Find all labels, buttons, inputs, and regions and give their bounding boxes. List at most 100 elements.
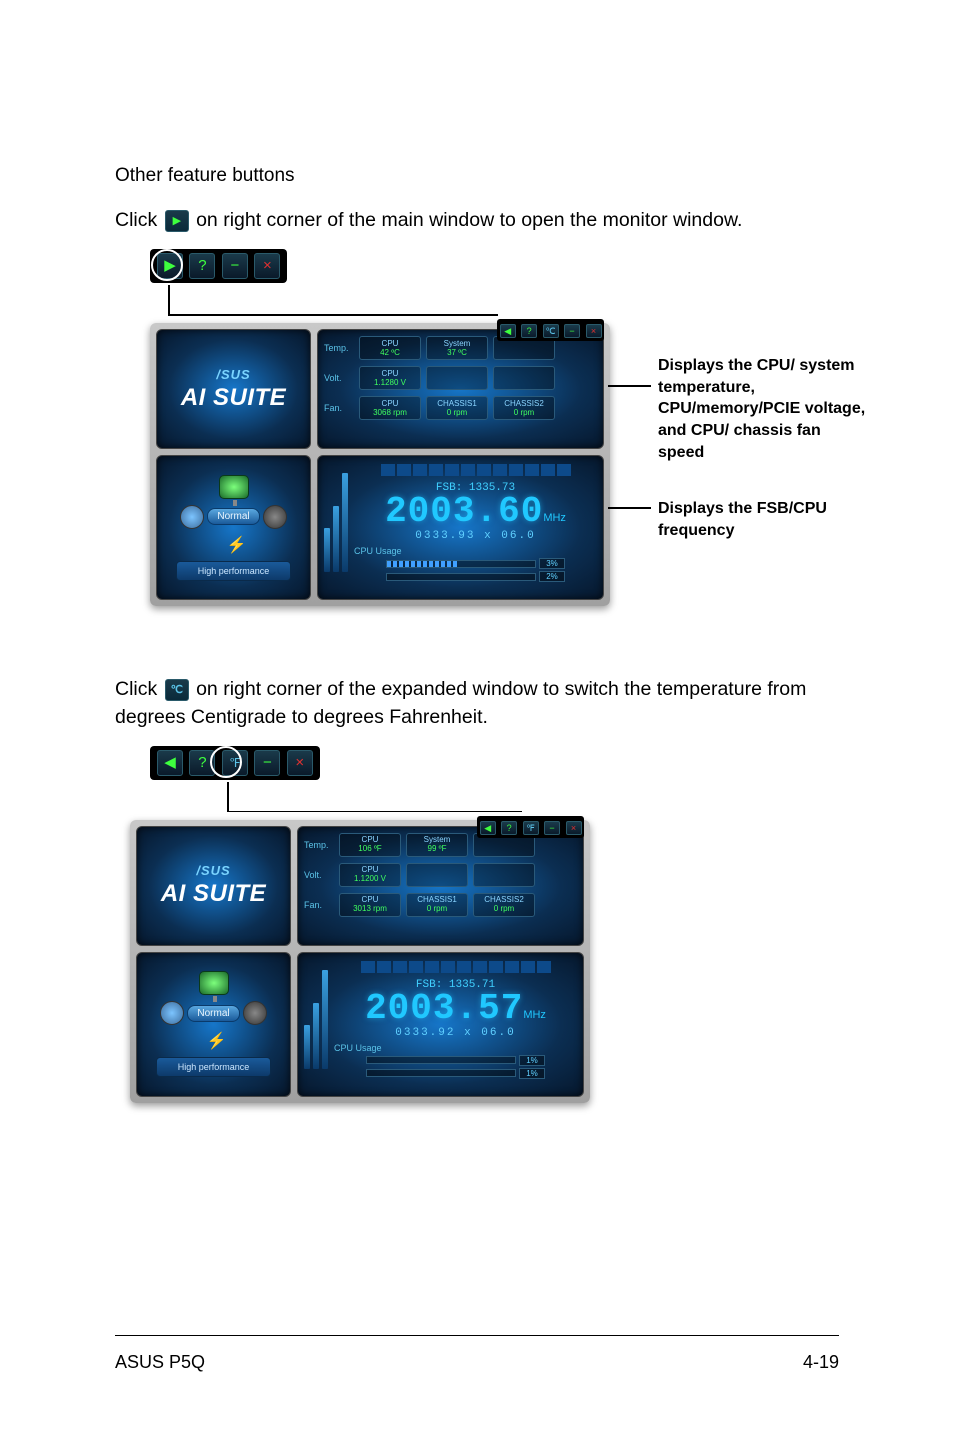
monitor-icon-f <box>199 971 229 995</box>
minimize-button[interactable]: − <box>564 324 580 338</box>
ai-suite-widget-f: ◀ ? ℉ − × /SUS AI SUITE <box>130 820 590 1103</box>
callout-line-2 <box>608 507 651 509</box>
widget-titlebar-f: ◀ ? ℉ − × <box>477 816 584 838</box>
frequency-unit: MHz <box>543 512 566 524</box>
cpu-volt-box: CPU1.1280 V <box>359 366 421 390</box>
mode-next-button[interactable] <box>263 505 287 529</box>
help-button[interactable]: ? <box>521 324 537 338</box>
collapse-button[interactable]: ◀ <box>500 324 516 338</box>
tick-indicators <box>381 464 571 476</box>
chassis2-fan-title: CHASSIS2 <box>494 399 554 408</box>
titlebar-close-button[interactable]: × <box>254 253 280 279</box>
sys-temp-value: 37 ºC <box>427 348 487 358</box>
mode-label: Normal <box>207 508 259 525</box>
cpu-usage-bar-1-f <box>366 1056 516 1064</box>
fan-row-label-f: Fan. <box>304 900 334 910</box>
titlebar2-unit-button[interactable]: ℉ <box>222 750 248 776</box>
brand-text: /SUS <box>216 367 250 382</box>
connector-line-1b <box>168 314 498 316</box>
multiplier-line-f: 0333.92 x 06.0 <box>395 1027 515 1039</box>
section-heading: Other feature buttons <box>115 165 839 187</box>
titlebar-minimize-button[interactable]: − <box>222 253 248 279</box>
cpu-usage-label: CPU Usage <box>354 546 402 556</box>
freq-bars-icon-f <box>304 959 328 1069</box>
cpu-temp-value: 42 ºC <box>360 348 420 358</box>
sensor-panel-f: Temp. CPU106 ºF System99 ºF Volt. CPU1.1… <box>297 826 584 946</box>
cpu-temp-title: CPU <box>360 339 420 348</box>
titlebar2-close-button[interactable]: × <box>287 750 313 776</box>
logo-panel-f: /SUS AI SUITE <box>136 826 291 946</box>
performance-mode-button-f[interactable]: High performance <box>156 1057 271 1077</box>
chassis2-fan-box-f: CHASSIS20 rpm <box>473 893 535 917</box>
bolt-icon: ⚡ <box>227 535 241 555</box>
sys-temp-title: System <box>427 339 487 348</box>
cpu-temp-value-f: 106 ºF <box>340 844 400 854</box>
cpu-fan-title-f: CPU <box>340 895 400 904</box>
unit-toggle-button-f[interactable]: ℉ <box>523 821 539 835</box>
chassis1-fan-value-f: 0 rpm <box>407 904 467 914</box>
empty-volt-box2 <box>493 366 555 390</box>
freq-bars-icon <box>324 462 348 572</box>
chassis1-fan-title: CHASSIS1 <box>427 399 487 408</box>
empty-volt-box <box>426 366 488 390</box>
performance-mode-button[interactable]: High performance <box>176 561 291 581</box>
para2-pre: Click <box>115 678 163 700</box>
cpu-usage-bar-2-f <box>366 1069 516 1077</box>
footer-right: 4-19 <box>803 1352 839 1373</box>
cpu-frequency: 2003.60 <box>385 491 543 532</box>
para2-mid: on right corner of the expanded window t… <box>115 678 806 727</box>
help-button-f[interactable]: ? <box>501 821 517 835</box>
unit-toggle-button[interactable]: ℃ <box>543 324 559 338</box>
sys-temp-box-f: System99 ºF <box>406 833 468 857</box>
chassis2-fan-value-f: 0 rpm <box>474 904 534 914</box>
ai-suite-widget-c: ◀ ? ℃ − × /SUS AI SUITE <box>150 323 610 606</box>
brand-text-f: /SUS <box>196 863 230 878</box>
product-text: AI SUITE <box>181 384 286 412</box>
mode-prev-button-f[interactable] <box>160 1001 184 1025</box>
chassis2-fan-title-f: CHASSIS2 <box>474 895 534 904</box>
cpu-usage-label-f: CPU Usage <box>334 1043 382 1053</box>
titlebar-expand-button[interactable]: ▶ <box>157 253 183 279</box>
volt-row-label-f: Volt. <box>304 870 334 880</box>
cpu-usage-pct-1: 3% <box>539 558 565 569</box>
close-button-f[interactable]: × <box>566 821 582 835</box>
chassis1-fan-title-f: CHASSIS1 <box>407 895 467 904</box>
connector-line-2b <box>227 811 522 813</box>
chassis1-fan-box: CHASSIS10 rpm <box>426 396 488 420</box>
product-text-f: AI SUITE <box>161 880 266 908</box>
callout-line-1 <box>608 385 651 387</box>
multiplier-line: 0333.93 x 06.0 <box>415 530 535 542</box>
mode-panel: Normal ⚡ High performance <box>156 455 311 600</box>
cpu-volt-title-f: CPU <box>340 865 400 874</box>
mode-prev-button[interactable] <box>180 505 204 529</box>
cf-toggle-icon <box>165 679 189 701</box>
empty-volt-box2-f <box>473 863 535 887</box>
cpu-volt-value: 1.1280 V <box>360 378 420 388</box>
titlebar-help-button[interactable]: ? <box>189 253 215 279</box>
chassis2-fan-box: CHASSIS20 rpm <box>493 396 555 420</box>
titlebar2-minimize-button[interactable]: − <box>254 750 280 776</box>
cpu-fan-title: CPU <box>360 399 420 408</box>
logo-panel: /SUS AI SUITE <box>156 329 311 449</box>
bolt-icon-f: ⚡ <box>207 1031 221 1051</box>
titlebar2-collapse-button[interactable]: ◀ <box>157 750 183 776</box>
titlebar2-help-button[interactable]: ? <box>189 750 215 776</box>
chassis1-fan-value: 0 rpm <box>427 408 487 418</box>
mode-label-f: Normal <box>187 1005 239 1022</box>
collapse-button-f[interactable]: ◀ <box>480 821 496 835</box>
mode-next-button-f[interactable] <box>243 1001 267 1025</box>
temp-row-label: Temp. <box>324 343 354 353</box>
mode-panel-f: Normal ⚡ High performance <box>136 952 291 1097</box>
temp-row-label-f: Temp. <box>304 840 334 850</box>
frequency-panel: FSB: 1335.73 2003.60MHz 0333.93 x 06.0 C… <box>317 455 604 600</box>
titlebar-screenshot-2: ◀ ? ℉ − × <box>150 746 320 780</box>
cpu-usage-bar-2 <box>386 573 536 581</box>
footer-left: ASUS P5Q <box>115 1352 205 1373</box>
paragraph-2: Click on right corner of the expanded wi… <box>115 676 839 731</box>
cpu-usage-bar-1 <box>386 560 536 568</box>
close-button[interactable]: × <box>586 324 602 338</box>
cpu-fan-value: 3068 rpm <box>360 408 420 418</box>
empty-volt-box-f <box>406 863 468 887</box>
paragraph-1: Click on right corner of the main window… <box>115 207 839 234</box>
minimize-button-f[interactable]: − <box>544 821 560 835</box>
